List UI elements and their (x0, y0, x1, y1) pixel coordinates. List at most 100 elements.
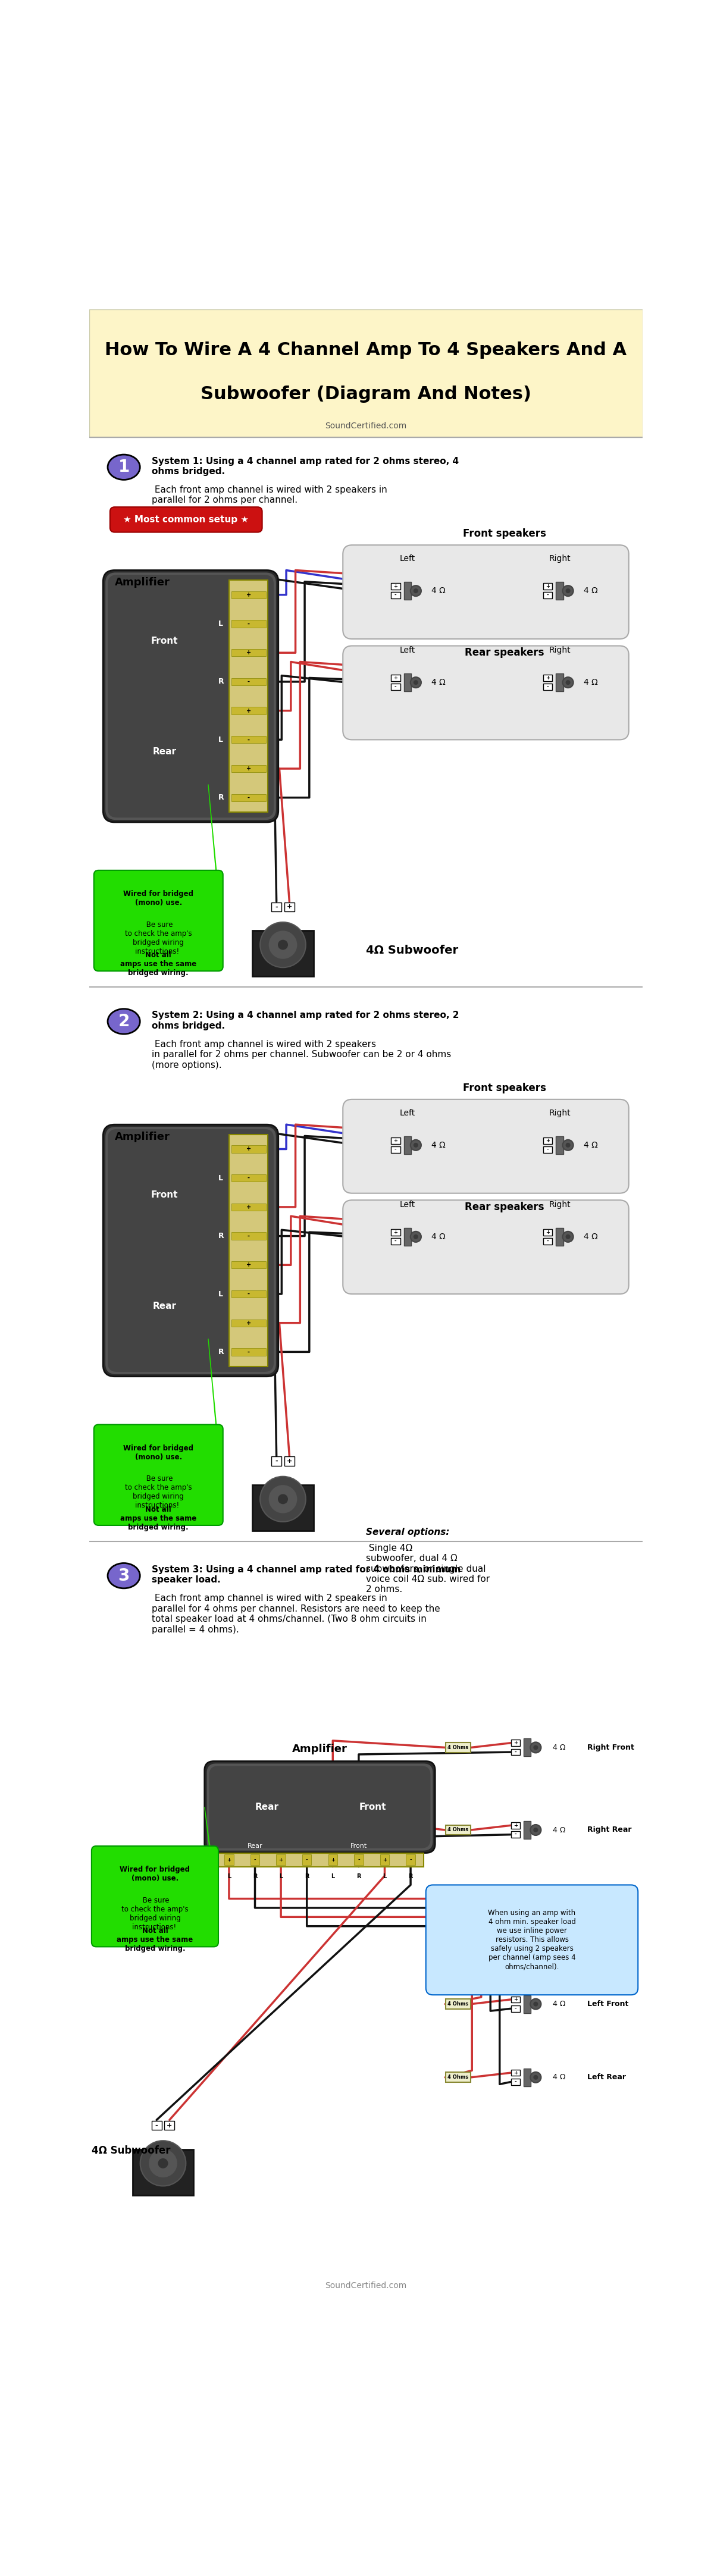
Bar (284, 1455, 294, 1466)
Bar (543, 1229, 553, 1236)
Ellipse shape (108, 1010, 140, 1033)
Text: Front: Front (151, 636, 178, 644)
Bar (446, 1741, 471, 1752)
Bar (328, 1855, 338, 1865)
Text: R: R (408, 1873, 413, 1880)
Bar (511, 1821, 520, 1829)
Bar (231, 1291, 266, 1298)
Text: 4 Ω: 4 Ω (553, 1999, 565, 2007)
FancyBboxPatch shape (110, 507, 262, 533)
Text: Not all
amps use the same
bridged wiring.: Not all amps use the same bridged wiring… (120, 951, 196, 976)
FancyBboxPatch shape (343, 1200, 629, 1293)
Text: 3: 3 (118, 1566, 130, 1584)
Circle shape (268, 1484, 297, 1512)
Text: 4 Ω: 4 Ω (553, 2074, 565, 2081)
Text: -: - (247, 737, 250, 742)
Text: Left Rear: Left Rear (587, 2074, 626, 2081)
Text: System 2: Using a 4 channel amp rated for 2 ohms stereo, 2
ohms bridged.: System 2: Using a 4 channel amp rated fo… (151, 1010, 459, 1030)
Text: Amplifier: Amplifier (115, 1131, 170, 1141)
Bar (302, 1855, 311, 1865)
Bar (543, 592, 553, 598)
Circle shape (531, 1999, 541, 2009)
Text: -: - (547, 592, 549, 598)
Bar (216, 1852, 423, 1868)
Bar (253, 1484, 313, 1530)
Text: System 1: Using a 4 channel amp rated for 2 ohms stereo, 4
ohms bridged.: System 1: Using a 4 channel amp rated fo… (151, 456, 458, 477)
Circle shape (260, 922, 306, 969)
Circle shape (411, 585, 421, 595)
Text: -: - (394, 1239, 396, 1244)
Text: -: - (247, 677, 250, 685)
Circle shape (268, 930, 297, 958)
Circle shape (411, 677, 421, 688)
Circle shape (158, 2159, 168, 2169)
Text: 4Ω Subwoofer: 4Ω Subwoofer (91, 2146, 171, 2156)
Text: -: - (547, 1146, 549, 1151)
Ellipse shape (108, 1564, 140, 1589)
Bar (391, 675, 400, 680)
Text: 4 Ohms: 4 Ohms (448, 2074, 468, 2079)
Text: Front: Front (151, 1190, 178, 1200)
Bar (151, 2120, 161, 2130)
Bar (391, 683, 400, 690)
Circle shape (565, 680, 570, 685)
Text: L: L (218, 737, 223, 744)
Circle shape (411, 1231, 421, 1242)
Circle shape (149, 2148, 177, 2177)
Text: 4 Ω: 4 Ω (431, 587, 446, 595)
Bar (524, 2069, 531, 2087)
Text: +: + (246, 649, 251, 657)
Bar (231, 1262, 266, 1267)
Text: 4Ω Subwoofer: 4Ω Subwoofer (366, 945, 458, 956)
Text: 4 Ω: 4 Ω (553, 1826, 565, 1834)
Text: -: - (247, 793, 250, 801)
Text: R: R (218, 677, 223, 685)
FancyBboxPatch shape (91, 1847, 218, 1947)
Bar (231, 1347, 266, 1355)
Circle shape (260, 1476, 306, 1522)
Text: -: - (275, 1458, 278, 1463)
Text: -: - (394, 1146, 396, 1151)
FancyBboxPatch shape (108, 1128, 273, 1373)
Text: SoundCertified.com: SoundCertified.com (325, 422, 407, 430)
Text: -: - (358, 1857, 360, 1862)
Text: +: + (279, 1857, 283, 1862)
Bar (556, 1136, 563, 1154)
Text: -: - (547, 1239, 549, 1244)
Bar (284, 902, 294, 912)
Text: +: + (545, 1229, 550, 1234)
FancyBboxPatch shape (343, 647, 629, 739)
Text: Amplifier: Amplifier (115, 577, 170, 587)
Circle shape (533, 2074, 538, 2079)
Circle shape (413, 587, 418, 592)
Bar (556, 1229, 563, 1247)
Text: -: - (254, 1857, 256, 1862)
Text: Right Front: Right Front (587, 1744, 634, 1752)
Text: L: L (218, 1291, 223, 1298)
FancyBboxPatch shape (103, 1126, 278, 1376)
Text: 4 Ω: 4 Ω (583, 677, 598, 688)
Text: Left: Left (400, 1200, 416, 1208)
Circle shape (531, 2071, 541, 2084)
Bar (231, 765, 266, 773)
Text: +: + (545, 675, 550, 680)
Text: +: + (393, 585, 398, 590)
Text: Front: Front (359, 1803, 386, 1811)
Circle shape (413, 680, 418, 685)
Bar (543, 1146, 553, 1154)
Text: R: R (305, 1873, 309, 1880)
Text: +: + (513, 2071, 518, 2076)
Text: +: + (545, 585, 550, 590)
Text: L: L (279, 1873, 283, 1880)
Bar (231, 621, 266, 629)
Bar (271, 902, 281, 912)
Text: +: + (545, 1139, 550, 1144)
Text: Rear: Rear (255, 1803, 278, 1811)
Text: L: L (383, 1873, 386, 1880)
Text: ★ Most common setup ★: ★ Most common setup ★ (124, 515, 249, 523)
Text: +: + (246, 765, 251, 773)
Bar (251, 1855, 260, 1865)
Text: System 3: Using a 4 channel amp rated for 4 ohms minimum
speaker load.: System 3: Using a 4 channel amp rated fo… (151, 1566, 461, 1584)
Circle shape (565, 587, 570, 592)
Bar (271, 1455, 281, 1466)
